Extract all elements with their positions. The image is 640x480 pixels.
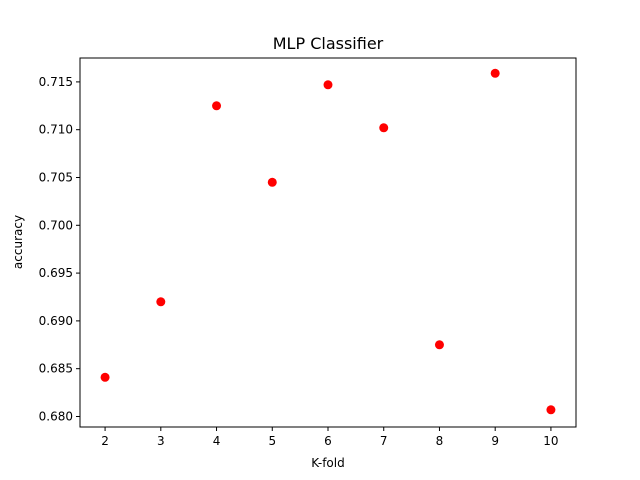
y-tick-label: 0.715 [39, 75, 73, 89]
y-tick-label: 0.705 [39, 170, 73, 184]
x-tick-label: 2 [101, 434, 109, 448]
data-point [212, 101, 222, 111]
y-tick-label: 0.695 [39, 266, 73, 280]
data-point [490, 68, 500, 78]
x-tick-label: 7 [380, 434, 388, 448]
y-axis-label: accuracy [11, 215, 25, 269]
y-tick-label: 0.680 [39, 409, 73, 423]
x-tick-label: 5 [268, 434, 276, 448]
y-tick-label: 0.700 [39, 218, 73, 232]
data-points [100, 68, 556, 415]
x-tick-label: 9 [491, 434, 499, 448]
x-tick-label: 10 [543, 434, 558, 448]
data-point [546, 405, 556, 415]
y-tick-label: 0.685 [39, 362, 73, 376]
chart-title: MLP Classifier [273, 34, 384, 53]
data-point [156, 297, 166, 307]
x-tick-label: 6 [324, 434, 332, 448]
x-tick-label: 8 [436, 434, 444, 448]
x-tick-label: 4 [213, 434, 221, 448]
data-point [267, 177, 277, 187]
data-point [323, 80, 333, 90]
x-tick-label: 3 [157, 434, 165, 448]
axes-ticks: 2 3 4 5 6 7 8 9 10 0.680 0.685 0.690 0.695 0.700 0.705… [39, 75, 559, 448]
y-tick-label: 0.710 [39, 123, 73, 137]
data-point [379, 123, 389, 133]
data-point [434, 340, 444, 350]
data-point [100, 372, 110, 382]
x-axis-label: K-fold [311, 456, 344, 470]
plot-frame [79, 57, 577, 428]
y-tick-label: 0.690 [39, 314, 73, 328]
